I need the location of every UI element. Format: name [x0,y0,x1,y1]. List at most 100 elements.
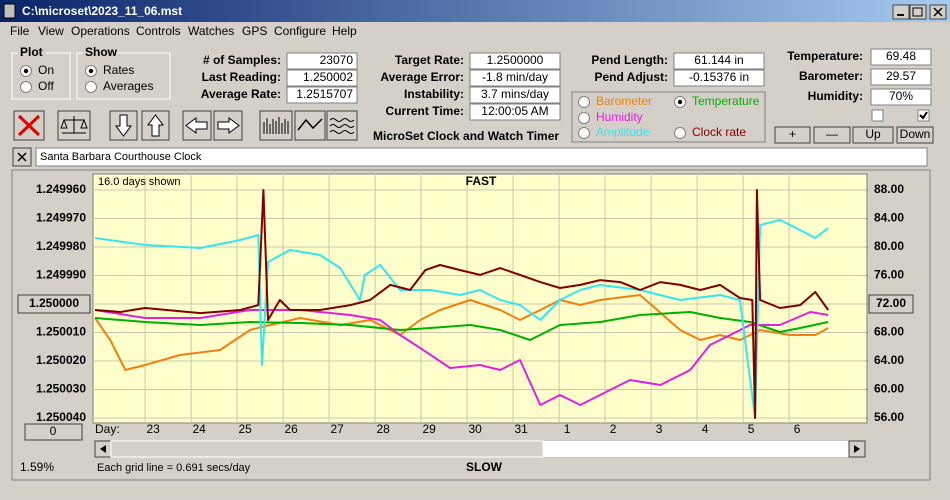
y2-tick-label: 72.00 [876,296,906,310]
y-tick-label: 1.249990 [36,268,86,282]
app-icon [3,3,16,19]
clear-icon [17,152,27,162]
field-label: Target Rate: [395,53,464,67]
legend-entry: Clock rate [692,125,746,139]
offset-button[interactable] [24,423,83,441]
radio-button[interactable] [20,81,32,93]
small-button[interactable] [896,126,934,144]
small-button[interactable] [813,126,851,144]
x-tick-label: 4 [702,422,709,436]
radio-button[interactable] [85,81,97,93]
field-label: Average Error: [380,70,464,84]
y-tick-label: 1.250040 [36,410,86,424]
y-tick-label: 1.250000 [29,296,79,310]
scroll-thumb[interactable] [110,440,544,458]
small-button-label: Up [865,127,881,141]
up-icon [147,114,164,137]
x-tick-label: 28 [376,422,390,436]
x-tick-label: 2 [610,422,617,436]
menu-item[interactable]: Configure [274,24,326,38]
radio-button[interactable] [674,127,686,139]
show-group-title: Show [85,45,118,59]
small-button-label: + [789,127,796,141]
menu-item[interactable]: Help [332,24,357,38]
field-value: 70% [889,89,913,103]
legend-entry: Temperature [692,94,760,108]
series-line [94,189,830,419]
field-label: Current Time: [386,104,464,118]
menu-item[interactable]: Controls [136,24,181,38]
field-label: Barometer: [799,69,863,83]
show-group-box [76,52,171,100]
y2-tick-label: 76.00 [874,268,904,282]
show-option: Rates [103,63,134,77]
description-field[interactable] [35,147,928,167]
field-label: Humidity: [808,89,863,103]
offset-button-label: 0 [50,424,57,438]
radio-button[interactable] [578,96,590,108]
y-tick-label: 1.249980 [36,239,86,253]
group-title-bg [18,46,46,58]
radio-dot [677,99,683,105]
scrollbar[interactable] [94,440,866,458]
title-bar [0,0,950,22]
bars-icon [263,117,289,134]
field-box [870,88,932,106]
radio-button[interactable] [578,112,590,124]
small-button-label: Down [900,127,931,141]
field-value: 61.144 in [694,53,743,67]
days-shown: 16.0 days shown [98,176,181,188]
x-tick-label: 29 [422,422,436,436]
axes: 1.249960 1.249970 1.249980 1.249990 1.250000… [17,182,914,436]
field-box [286,52,358,70]
menu-item[interactable]: Watches [188,24,234,38]
y2-tick-label: 64.00 [874,353,904,367]
window-controls[interactable] [892,4,947,20]
down-icon [115,114,132,137]
fast-label: FAST [466,174,497,188]
group-title-bg [83,46,117,58]
plot-group-title: Plot [20,45,43,59]
y-tick-label: 1.250020 [36,353,86,367]
toolbar [13,110,358,141]
field-value: 23070 [320,53,354,67]
maximize-glyph [912,7,923,17]
menu-item[interactable]: View [38,24,64,38]
x-tick-label: 6 [794,422,801,436]
radio-button[interactable] [578,127,590,139]
field-box [286,86,358,104]
center-button[interactable] [868,294,914,314]
checkbox[interactable] [871,109,884,122]
timer-title: MicroSet Clock and Watch Timer [373,129,559,143]
series-line [94,311,829,341]
x-tick-label: 24 [192,422,206,436]
controls: On Off Rates Averages # of Samples: 23070 Last… [20,48,934,144]
minimize-button[interactable] [892,4,910,20]
series-line [94,219,829,419]
y2-tick-label: 68.00 [874,325,904,339]
menu-item[interactable]: Operations [71,24,130,38]
scroll-left-glyph [100,445,106,453]
maximize-button[interactable] [909,4,927,20]
small-button[interactable] [774,126,811,144]
field-value: -1.8 min/day [482,70,548,84]
right-icon [217,117,240,134]
balance-icon [60,116,88,134]
field-box [286,69,358,87]
center-button[interactable] [17,294,91,314]
menu-item[interactable]: GPS [242,24,267,38]
legend-entry: Barometer [596,94,652,108]
small-button[interactable] [852,126,894,144]
window-title: C:\microset\2023_11_06.mst [22,4,182,18]
small-button-label: — [826,127,838,141]
menu-bar: File View Operations Controls Watches GPS Conf… [10,24,357,38]
series-lines [94,189,830,419]
legend-box [571,91,766,143]
y2-tick-label: 60.00 [874,382,904,396]
plot-option: Off [38,79,54,93]
stop-icon [17,114,41,137]
x-tick-label: 23 [146,422,160,436]
checkbox-check [919,111,928,120]
menu-item[interactable]: File [10,24,30,38]
